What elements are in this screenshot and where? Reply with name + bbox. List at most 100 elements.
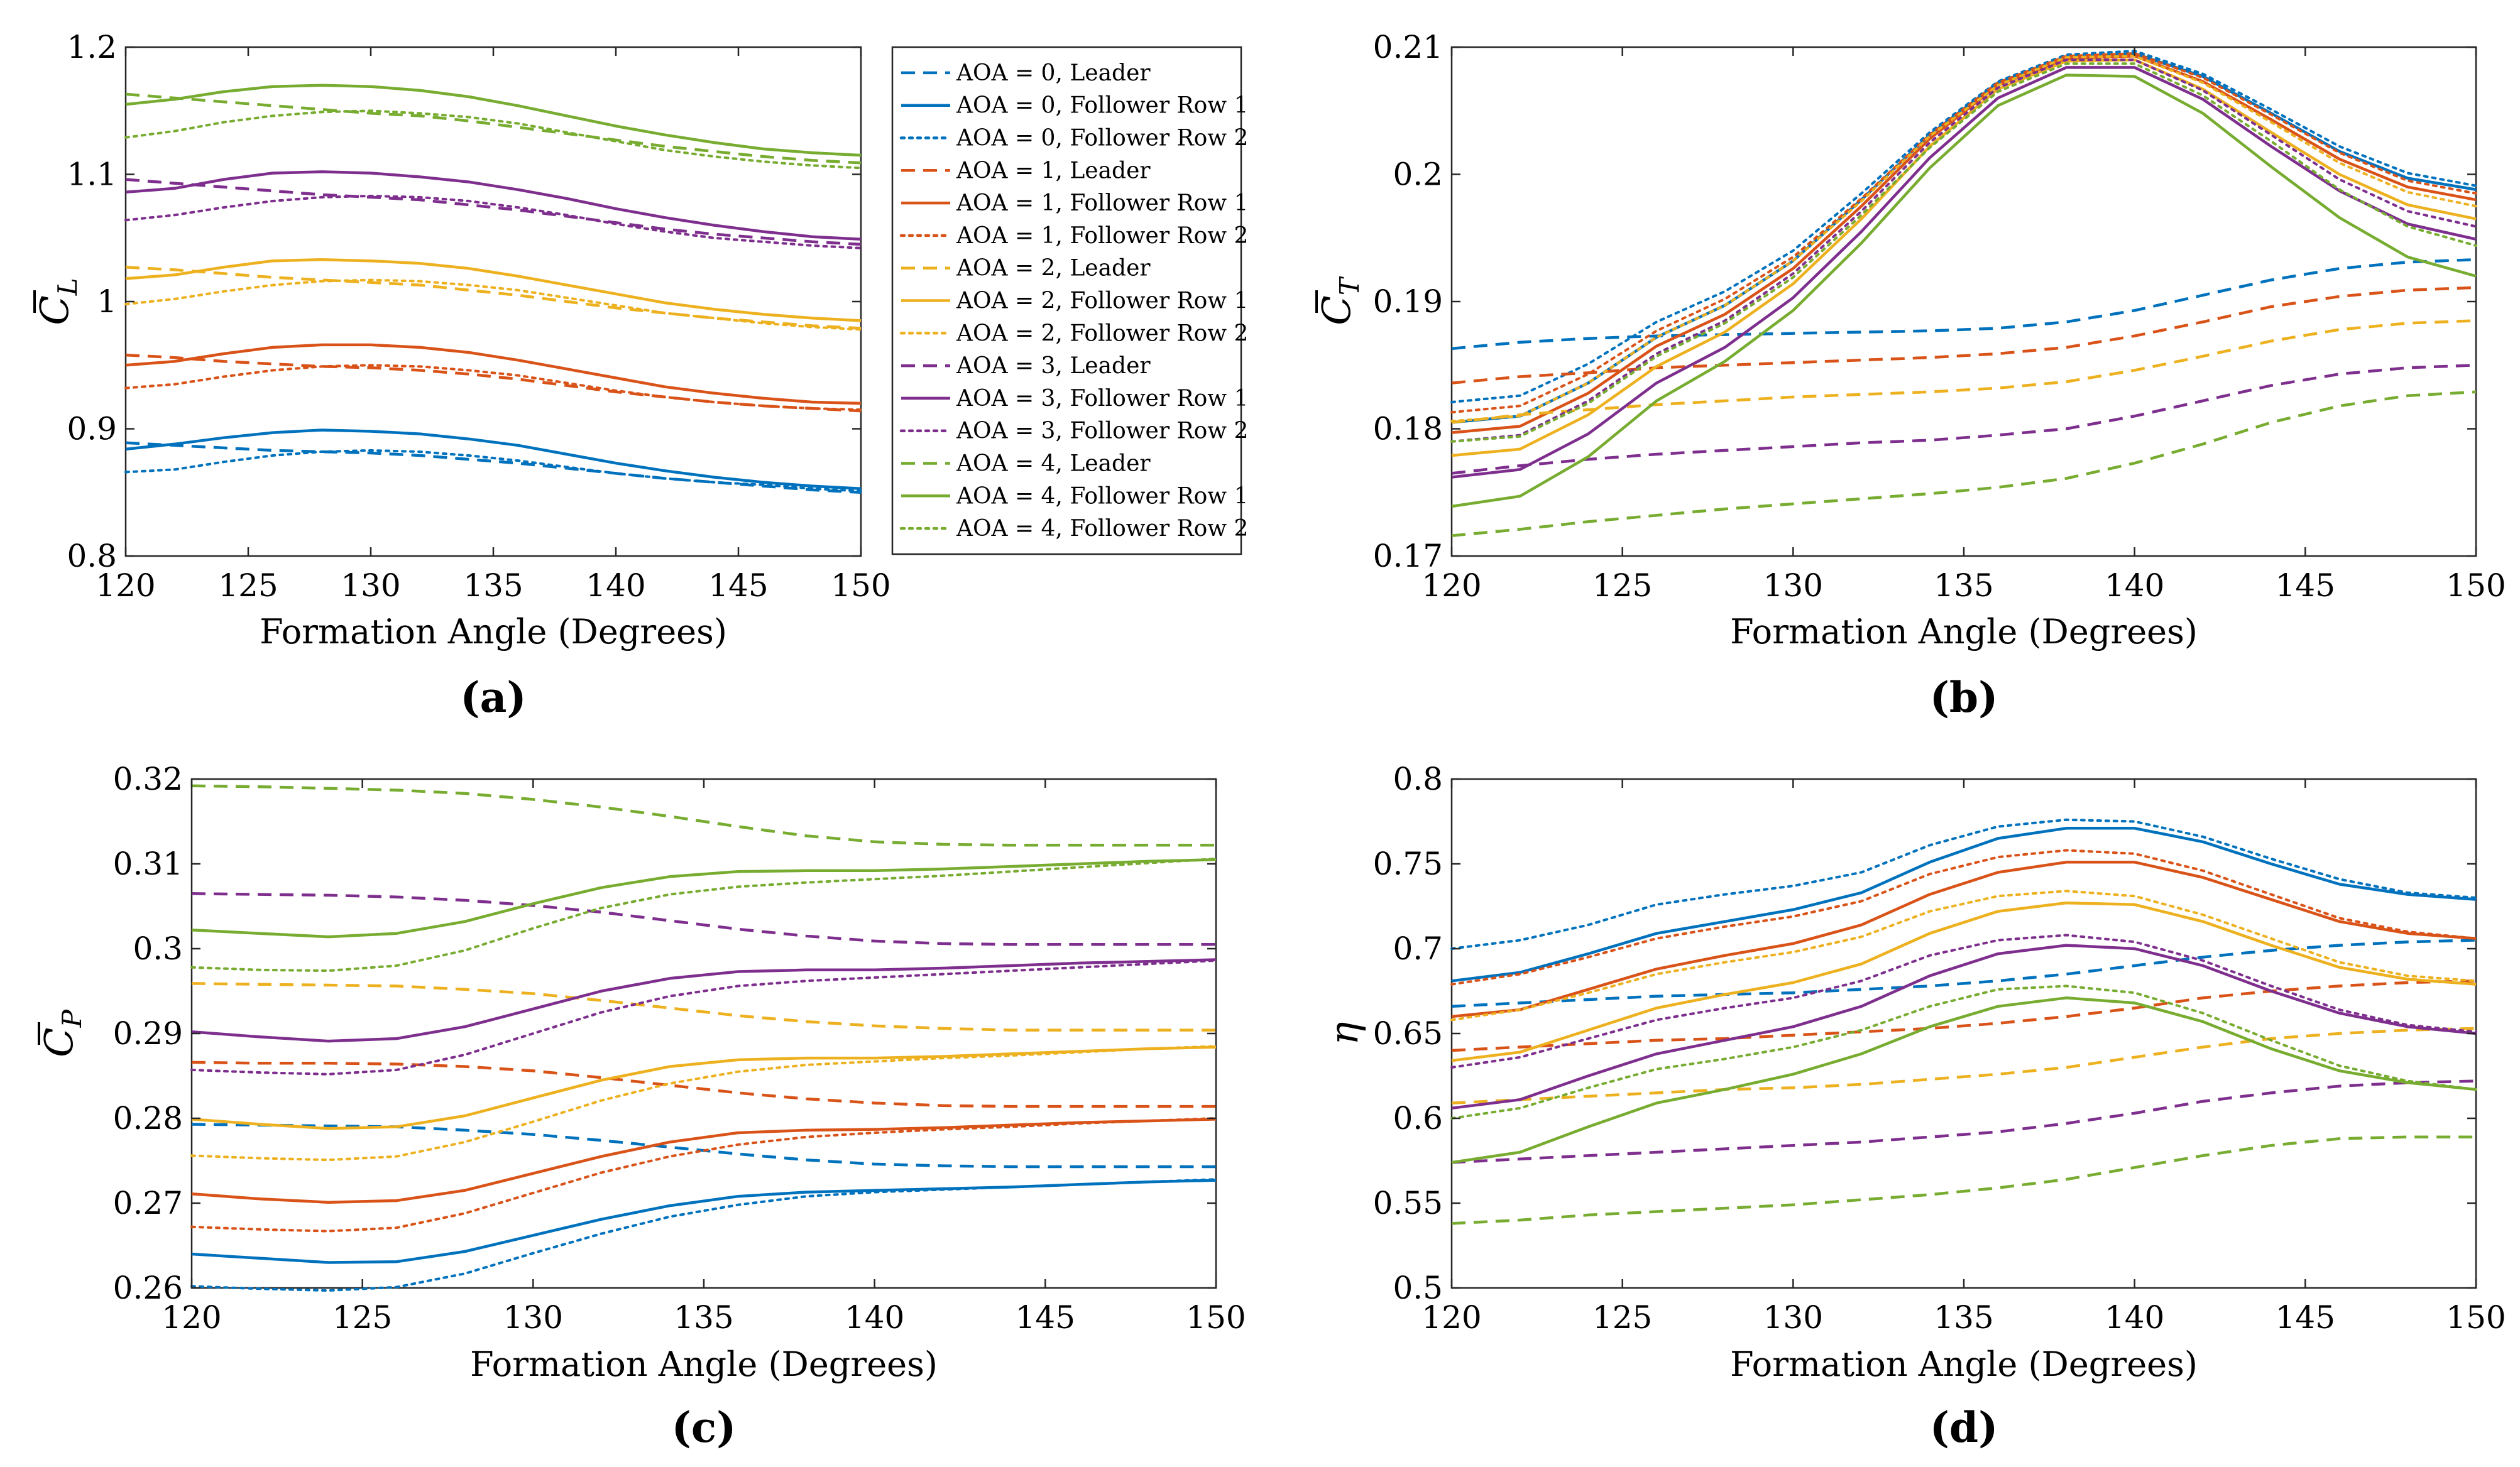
series-line-aoa4-dash — [191, 784, 1216, 847]
legend-label: AOA = 2, Follower Row 2 — [956, 320, 1248, 346]
panel-label-b: (b) — [1930, 673, 1998, 722]
panel-c: 120 125 130 135 140 145 150 0.260.270.280.290.… — [36, 761, 1246, 1452]
series-line-aoa1-dot — [1450, 849, 2477, 986]
x-tick-label: 130 — [1763, 1299, 1823, 1336]
series-line-aoa4-dash — [1451, 390, 2477, 537]
legend-entry: AOA = 1, Follower Row 1 — [901, 190, 1248, 216]
series-line-aoa3-dash — [1451, 1079, 2477, 1164]
series-line-aoa3-dot — [1450, 58, 2477, 443]
legend-entry: AOA = 2, Follower Row 1 — [901, 288, 1248, 314]
y-axis-label-d: η — [1321, 1022, 1367, 1045]
x-tick-label: 125 — [332, 1299, 392, 1336]
legend-entry: AOA = 3, Follower Row 2 — [899, 418, 1248, 444]
series-c — [190, 784, 1217, 1292]
x-tick-label: 150 — [1186, 1299, 1246, 1336]
y-tick-label: 0.19 — [1373, 283, 1443, 320]
y-tick-label: 0.9 — [67, 411, 117, 447]
y-tick-label: 0.2 — [1393, 156, 1443, 193]
x-tick-label: 120 — [1422, 1299, 1481, 1336]
x-tick-label: 150 — [2446, 567, 2506, 604]
series-line-aoa2-dot — [1450, 55, 2477, 423]
x-axis-label-b: Formation Angle (Degrees) — [1730, 612, 2198, 652]
series-line-aoa0-dot — [1450, 818, 2477, 950]
y-tick-label: 0.55 — [1373, 1185, 1443, 1221]
series-line-aoa1-solid — [1451, 861, 2477, 1018]
x-tick-label: 120 — [1422, 567, 1481, 604]
panel-a: 120 125 130 135 140 145 150 0.8 0.9 1 1.1 1.2 Form… — [31, 29, 891, 722]
series-d — [1450, 818, 2477, 1225]
ticks-d — [1450, 778, 2477, 1289]
plot-area-a — [124, 46, 862, 557]
series-line-aoa0-solid — [191, 1179, 1217, 1264]
legend-entry: AOA = 1, Follower Row 2 — [899, 223, 1248, 249]
series-line-aoa0-solid — [1451, 827, 2477, 983]
y-tick-label: 0.75 — [1373, 846, 1443, 882]
x-tick-label: 140 — [845, 1299, 904, 1336]
x-tick-label: 130 — [1763, 567, 1823, 604]
x-tick-label: 125 — [1592, 1299, 1652, 1336]
series-line-aoa1-dot — [190, 1117, 1217, 1233]
series-line-aoa3-solid — [191, 958, 1217, 1043]
panel-label-c: (c) — [672, 1403, 737, 1452]
series-line-aoa0-dash — [125, 441, 862, 494]
x-tick-label: 120 — [162, 1299, 221, 1336]
series-line-aoa4-dot — [124, 109, 862, 170]
ticks-b — [1450, 46, 2477, 557]
x-tick-label: 135 — [674, 1299, 733, 1336]
series-line-aoa2-solid — [1451, 901, 2477, 1062]
series-line-aoa1-dot — [1450, 52, 2477, 414]
legend-label: AOA = 3, Leader — [956, 353, 1151, 379]
legend-label: AOA = 0, Leader — [956, 60, 1151, 86]
x-tick-label: 120 — [96, 567, 155, 604]
series-line-aoa2-solid — [1451, 58, 2477, 457]
series-line-aoa3-dash — [191, 892, 1216, 946]
series-line-aoa2-dash — [191, 982, 1216, 1032]
series-line-aoa0-dot — [1450, 50, 2477, 403]
legend-box — [891, 46, 1242, 555]
y-tick-label: 1 — [97, 283, 117, 320]
legend-label: AOA = 4, Follower Row 2 — [956, 516, 1248, 542]
series-line-aoa2-dot — [1450, 890, 2477, 1022]
series-line-aoa4-dot — [190, 857, 1217, 973]
legend-entry: AOA = 0, Follower Row 2 — [899, 126, 1248, 151]
x-tick-label: 145 — [2276, 1299, 2335, 1336]
series-line-aoa3-dash — [125, 178, 862, 246]
legend-label: AOA = 3, Follower Row 1 — [956, 386, 1248, 412]
y-tick-labels-d: 0.5 0.55 0.6 0.65 0.7 0.75 0.8 — [1373, 761, 1443, 1306]
series-line-aoa0-dot — [124, 449, 862, 493]
y-axis-label-a: CL — [31, 278, 83, 325]
x-tick-labels-c: 120 125 130 135 140 145 150 — [162, 1299, 1246, 1336]
series-line-aoa1-dash — [1451, 286, 2477, 384]
y-tick-label: 0.17 — [1373, 538, 1443, 574]
series-line-aoa2-solid — [125, 258, 862, 322]
x-tick-label: 135 — [1934, 1299, 1993, 1336]
series-line-aoa4-dot — [1450, 984, 2477, 1120]
y-axis-label-b: CT — [1313, 276, 1365, 325]
series-line-aoa3-dot — [190, 959, 1217, 1076]
legend-entry: AOA = 4, Leader — [901, 451, 1151, 477]
x-tick-label: 150 — [831, 567, 890, 604]
y-tick-label: 0.3 — [133, 930, 183, 967]
x-tick-label: 140 — [586, 567, 645, 604]
y-tick-label: 0.6 — [1393, 1100, 1443, 1137]
panel-label-a: (a) — [460, 673, 526, 722]
legend-label: AOA = 2, Leader — [956, 256, 1151, 281]
x-tick-label: 130 — [341, 567, 400, 604]
y-tick-labels-a: 0.8 0.9 1 1.1 1.2 — [67, 29, 117, 574]
series-a — [124, 84, 862, 494]
series-line-aoa1-solid — [1451, 54, 2477, 434]
ticks-c — [190, 778, 1217, 1289]
series-line-aoa3-solid — [1451, 66, 2477, 479]
y-tick-label: 1.2 — [67, 29, 117, 65]
legend-label: AOA = 1, Follower Row 1 — [956, 190, 1248, 216]
panel-b: 120 125 130 135 140 145 150 0.17 0.18 0.19 0.2 0.2… — [1313, 29, 2506, 722]
series-line-aoa3-dot — [1450, 934, 2477, 1069]
x-tick-label: 130 — [503, 1299, 563, 1336]
y-tick-label: 0.8 — [1393, 761, 1443, 797]
y-tick-label: 0.7 — [1393, 930, 1443, 967]
legend-entry: AOA = 3, Follower Row 1 — [901, 386, 1248, 412]
series-line-aoa2-dash — [1451, 319, 2477, 424]
plot-area-c — [190, 778, 1217, 1289]
y-tick-labels-b: 0.17 0.18 0.19 0.2 0.21 — [1373, 29, 1443, 574]
